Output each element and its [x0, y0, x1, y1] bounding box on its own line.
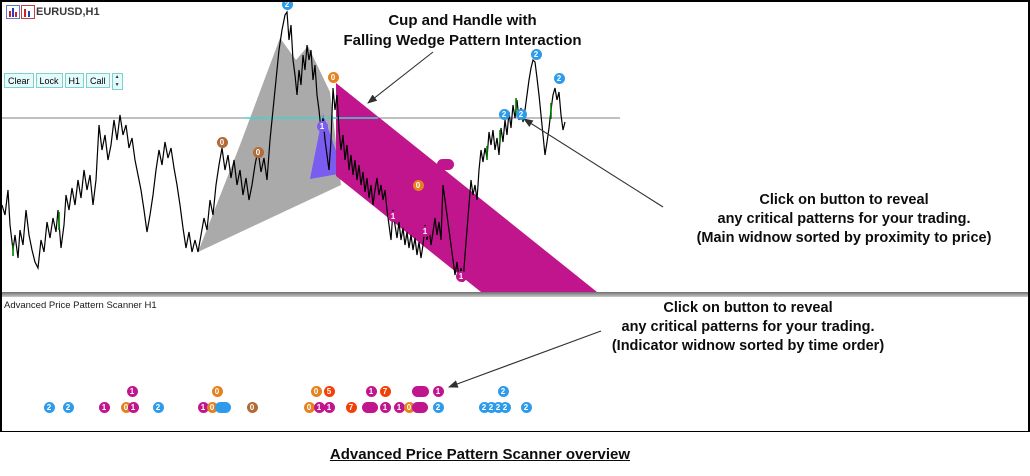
- scanner-marker: [412, 401, 428, 413]
- stepper-up-icon[interactable]: ▲: [114, 74, 120, 80]
- pattern-marker-1: 1: [419, 225, 431, 237]
- lock-button[interactable]: Lock: [35, 73, 63, 88]
- scanner-marker-1: 1: [393, 401, 405, 413]
- pattern-marker-0: 0: [327, 71, 339, 83]
- scanner-marker-2: 2: [43, 401, 55, 413]
- clear-button[interactable]: Clear: [4, 73, 34, 88]
- symbol-period-label: EURUSD,H1: [36, 6, 100, 18]
- call-button[interactable]: Call: [86, 73, 110, 88]
- scanner-marker: [362, 401, 378, 413]
- candlestick-chart-icon: [21, 5, 35, 19]
- scanner-marker-0: 0: [303, 401, 315, 413]
- pattern-marker-2: 2: [281, 0, 293, 10]
- scanner-marker: [411, 385, 429, 397]
- pattern-marker: [436, 158, 454, 170]
- scanner-marker-5: 5: [323, 385, 335, 397]
- scanner-marker-1: 1: [126, 385, 138, 397]
- annotation-arrow-indicator-note: [447, 330, 602, 388]
- scanner-marker-1: 1: [323, 401, 335, 413]
- scanner-marker-1: 1: [197, 401, 209, 413]
- pattern-marker-2: 2: [553, 72, 565, 84]
- scanner-marker-2: 2: [499, 401, 511, 413]
- scanner-marker-0: 0: [246, 401, 258, 413]
- pattern-marker-0: 0: [412, 179, 424, 191]
- scanner-marker-0: 0: [403, 401, 415, 413]
- scanner-marker-1: 1: [379, 401, 391, 413]
- scanner-marker-0: 0: [120, 401, 132, 413]
- scanner-toolbar: Clear Lock H1 Call ▲ ▼: [4, 73, 123, 90]
- scanner-marker-2: 2: [485, 401, 497, 413]
- scanner-marker-0: 0: [211, 385, 223, 397]
- window-border-top: [0, 0, 1030, 2]
- pattern-marker-2: 2: [498, 108, 510, 120]
- chart-pattern-title: Cup and Handle with Falling Wedge Patter…: [295, 11, 630, 51]
- window-border-left: [0, 0, 2, 432]
- pattern-marker-2: 2: [530, 48, 542, 60]
- scanner-marker: [215, 401, 231, 413]
- indicator-note-line1: Click on button to reveal: [663, 300, 833, 316]
- scanner-marker-7: 7: [379, 385, 391, 397]
- pattern-marker-2: 2: [515, 108, 527, 120]
- main-note-line3: (Main widnow sorted by proximity to pric…: [696, 230, 992, 246]
- annotation-arrow-main-note: [523, 118, 664, 208]
- pattern-marker-1: 1: [316, 120, 328, 132]
- indicator-chart-icon: [6, 5, 20, 19]
- indicator-note-line2: any critical patterns for your trading.: [621, 319, 875, 335]
- main-note-line2: any critical patterns for your trading.: [717, 211, 971, 227]
- scanner-marker-1: 1: [313, 401, 325, 413]
- scanner-marker-1: 1: [365, 385, 377, 397]
- scanner-marker-2: 2: [432, 401, 444, 413]
- pattern-marker-0: 0: [216, 136, 228, 148]
- timeframe-button[interactable]: H1: [64, 73, 85, 88]
- scanner-marker-2: 2: [62, 401, 74, 413]
- main-window-note: Click on button to reveal any critical p…: [660, 191, 1028, 248]
- chart-pattern-title-line2: Falling Wedge Pattern Interaction: [343, 32, 582, 49]
- scanner-marker-7: 7: [345, 401, 357, 413]
- scanner-marker-0: 0: [206, 401, 218, 413]
- scroll-stepper[interactable]: ▲ ▼: [111, 73, 123, 90]
- panel-splitter[interactable]: [0, 292, 1030, 297]
- scanner-marker-2: 2: [497, 385, 509, 397]
- indicator-window-note: Click on button to reveal any critical p…: [553, 299, 943, 356]
- overview-caption: Advanced Price Pattern Scanner overview: [329, 446, 631, 463]
- scanner-marker-2: 2: [492, 401, 504, 413]
- scanner-marker-1: 1: [127, 401, 139, 413]
- main-note-line1: Click on button to reveal: [759, 192, 929, 208]
- scanner-marker-2: 2: [520, 401, 532, 413]
- scanner-marker-1: 1: [432, 385, 444, 397]
- triangle-pattern-shape: [310, 114, 344, 179]
- annotation-arrow-wedge: [367, 51, 434, 104]
- indicator-note-line3: (Indicator widnow sorted by time order): [611, 338, 885, 354]
- scanner-marker-0: 0: [310, 385, 322, 397]
- scanner-marker-2: 2: [478, 401, 490, 413]
- scanner-marker-2: 2: [152, 401, 164, 413]
- pattern-marker-1: 1: [455, 270, 467, 282]
- indicator-panel-label: Advanced Price Pattern Scanner H1: [4, 300, 157, 311]
- chart-pattern-title-line1: Cup and Handle with: [388, 12, 537, 29]
- window-border-right: [1028, 0, 1030, 432]
- scanner-marker-1: 1: [98, 401, 110, 413]
- window-border-bottom: [0, 431, 1030, 432]
- pattern-marker-1: 1: [387, 210, 399, 222]
- stepper-down-icon[interactable]: ▼: [114, 81, 120, 88]
- falling-wedge-shape: [336, 83, 597, 292]
- pattern-marker-0: 0: [252, 146, 264, 158]
